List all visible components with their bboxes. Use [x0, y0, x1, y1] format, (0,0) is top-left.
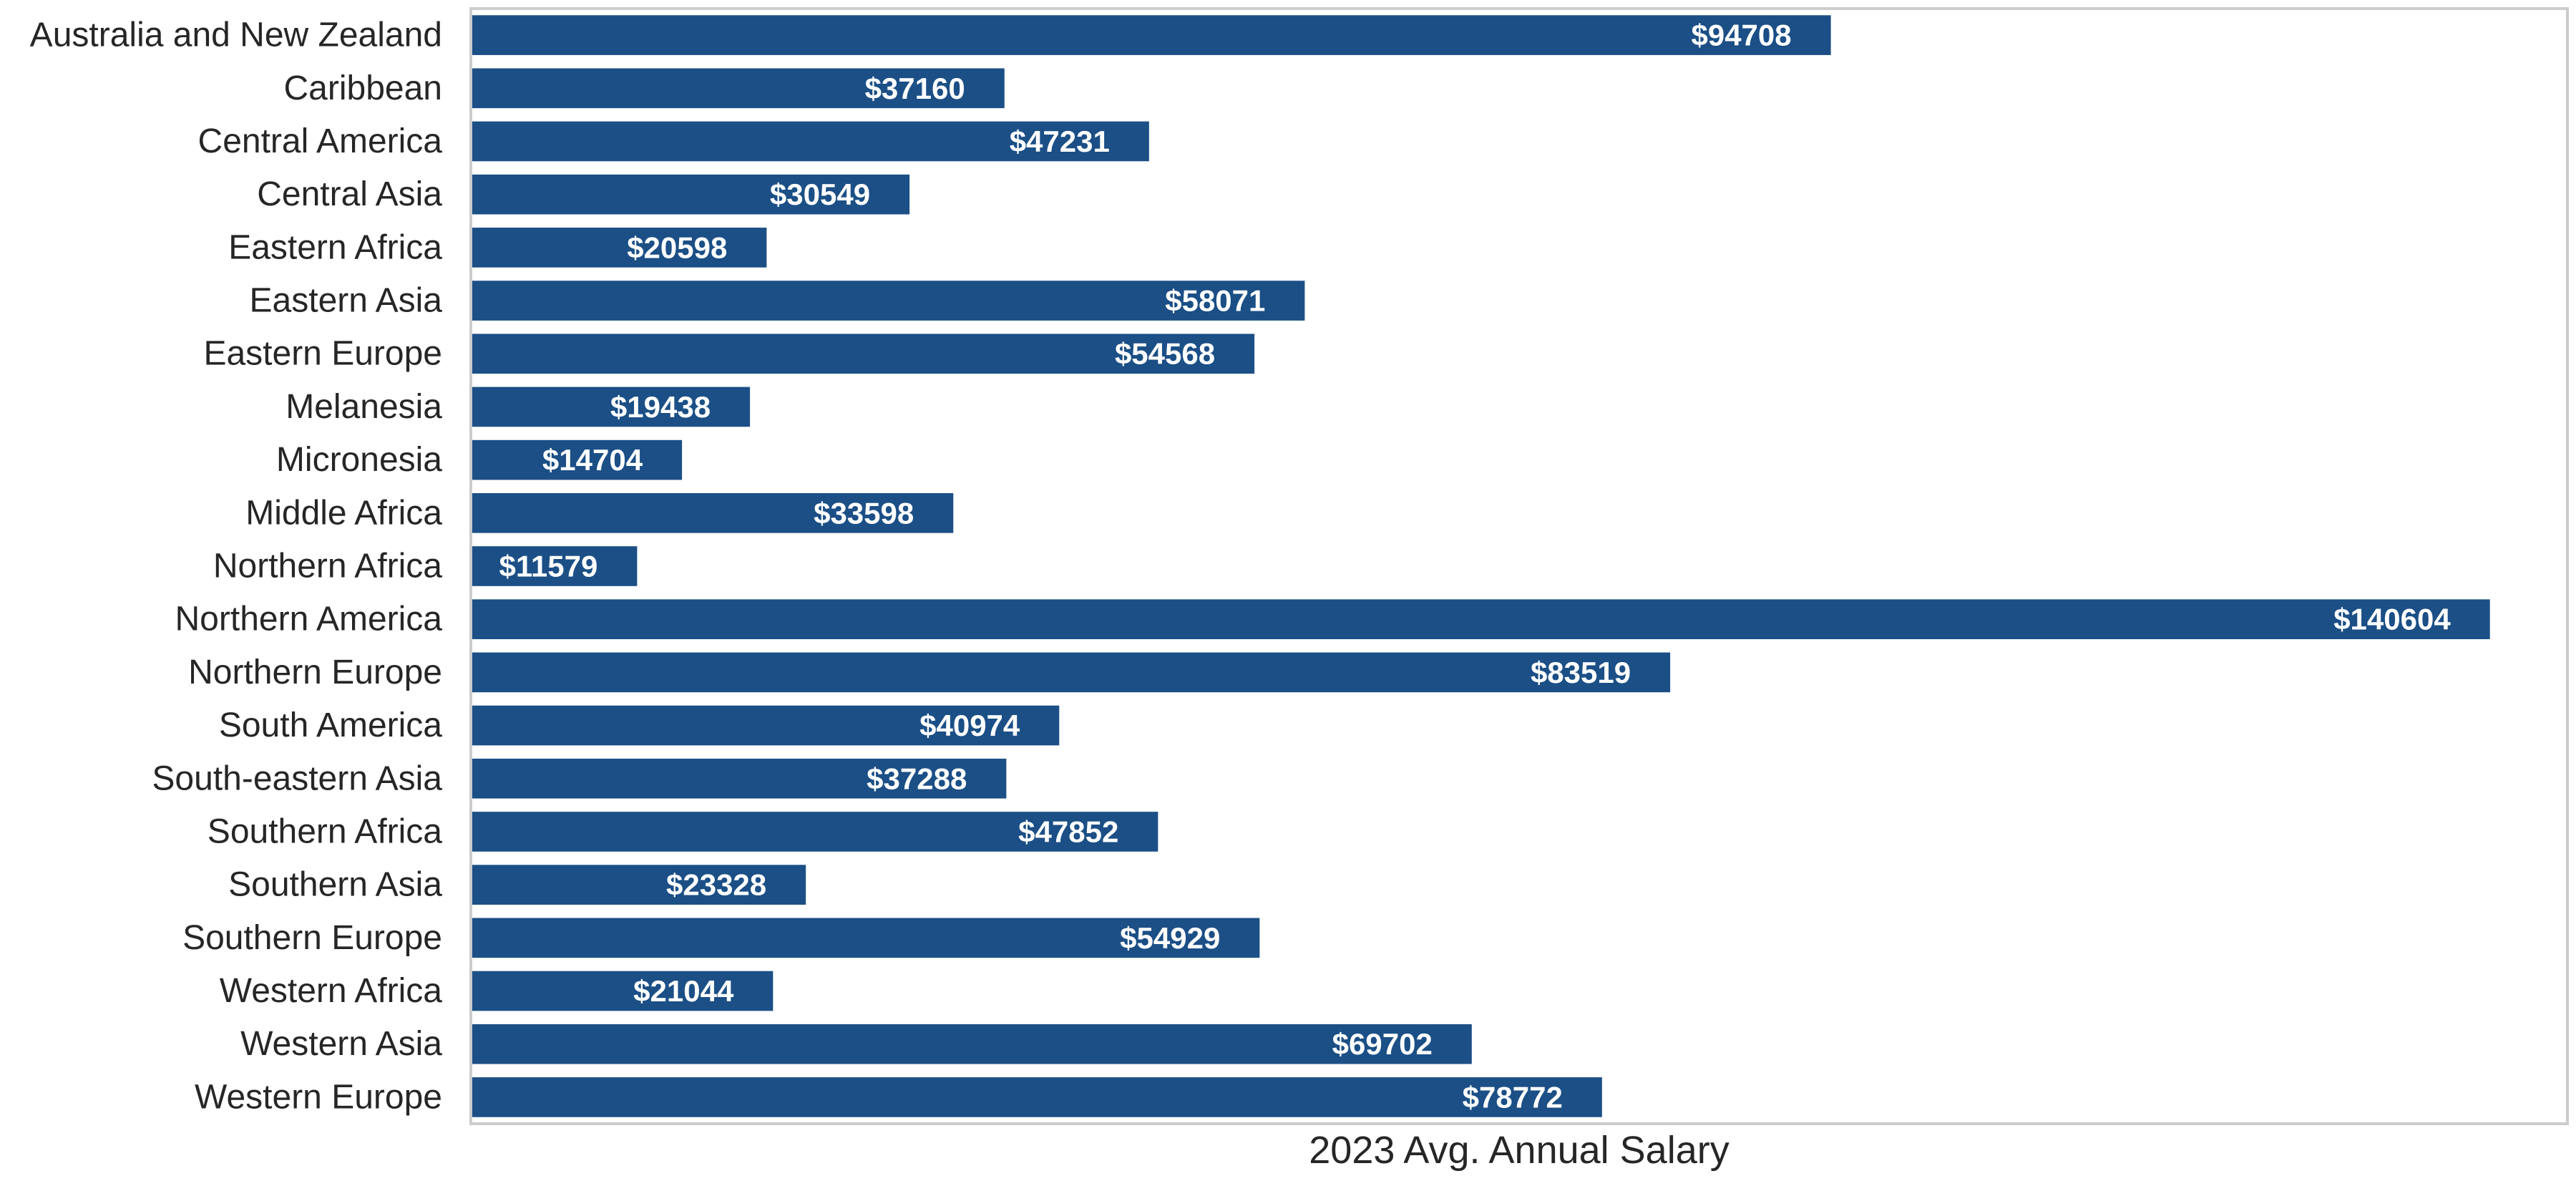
bar-value-label: $47852 — [1018, 815, 1118, 848]
bar — [471, 918, 1260, 958]
category-tick-label: Western Africa — [220, 972, 443, 1010]
x-axis-title: 2023 Avg. Annual Salary — [1309, 1129, 1729, 1172]
bar-value-label: $140604 — [2333, 603, 2451, 636]
bar-value-label: $20598 — [627, 230, 727, 264]
bar — [471, 1077, 1602, 1117]
bar — [471, 492, 954, 533]
bar — [471, 121, 1149, 162]
category-tick-label: Caribbean — [284, 69, 442, 107]
category-tick-label: Australia and New Zealand — [30, 16, 442, 54]
bars-layer — [471, 15, 2490, 1117]
bar-value-label: $78772 — [1463, 1080, 1563, 1114]
bar-value-label: $11579 — [499, 550, 598, 583]
category-tick-label: Eastern Asia — [250, 282, 443, 320]
category-tick-label: Southern Asia — [228, 866, 442, 904]
bar-value-label: $37160 — [865, 72, 965, 105]
bar — [471, 281, 1305, 321]
bar-value-label: $30549 — [770, 178, 870, 211]
category-tick-label: Western Europe — [195, 1078, 442, 1116]
category-tick-label: South-eastern Asia — [152, 759, 442, 797]
category-tick-label: Northern America — [175, 601, 443, 638]
bar-value-label: $19438 — [610, 390, 711, 424]
bar-value-label: $58071 — [1165, 284, 1265, 318]
bar — [471, 652, 1671, 693]
bar-value-label: $33598 — [814, 496, 914, 530]
category-tick-label: Eastern Europe — [203, 335, 442, 373]
category-tick-label: Micronesia — [276, 441, 442, 479]
value-labels: $94708 $37160 $47231 $30549 $20598 $58071 $545… — [499, 19, 2451, 1114]
category-tick-label: Eastern Africa — [228, 228, 442, 266]
bar — [471, 174, 910, 215]
plot-frame — [469, 7, 2569, 1125]
category-tick-label: Melanesia — [286, 388, 442, 426]
bar-value-label: $69702 — [1332, 1027, 1433, 1061]
bar — [471, 439, 683, 480]
bar — [471, 705, 1060, 746]
category-tick-label: South America — [219, 706, 442, 744]
bar — [471, 758, 1007, 799]
category-tick-label: Southern Europe — [182, 919, 442, 957]
bar-value-label: $47231 — [1010, 125, 1110, 158]
category-tick-label: Central Asia — [257, 175, 442, 213]
bar-value-label: $23328 — [666, 868, 766, 902]
bar — [471, 812, 1158, 852]
category-tick-label: Central America — [198, 122, 443, 160]
bar-value-label: $83519 — [1531, 656, 1631, 689]
category-tick-label: Northern Africa — [213, 548, 442, 585]
category-tick-label: Middle Africa — [245, 494, 442, 532]
bar — [471, 546, 638, 586]
bar — [471, 228, 767, 268]
bar-value-label: $14704 — [542, 443, 643, 477]
bar — [471, 334, 1255, 374]
bar — [471, 971, 774, 1011]
category-tick-label: Western Asia — [240, 1025, 442, 1063]
bar-value-label: $54929 — [1120, 921, 1220, 955]
bar — [471, 68, 1005, 109]
bar — [471, 1024, 1472, 1064]
bar — [471, 387, 751, 427]
bar-value-label: $37288 — [867, 762, 967, 795]
bar — [471, 599, 2490, 640]
category-labels: Australia and New Zealand Caribbean Centra… — [30, 16, 443, 1117]
category-tick-label: Northern Europe — [188, 653, 442, 691]
bar — [471, 15, 1831, 55]
bar-value-label: $21044 — [633, 974, 734, 1008]
bar-value-label: $40974 — [919, 709, 1020, 742]
bar — [471, 865, 806, 905]
bar-value-label: $54568 — [1115, 337, 1215, 371]
bar-value-label: $94708 — [1691, 19, 1791, 52]
category-tick-label: Southern Africa — [208, 812, 443, 850]
